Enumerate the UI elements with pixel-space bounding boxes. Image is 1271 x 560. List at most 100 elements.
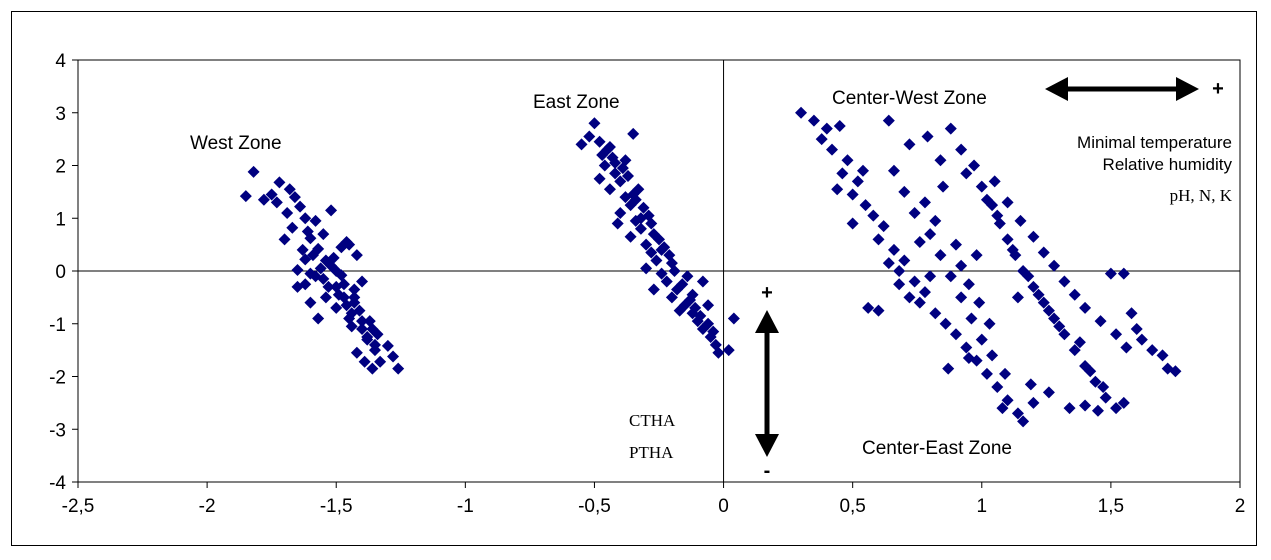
y-tick-label: 0 bbox=[55, 262, 66, 283]
data-point bbox=[640, 262, 653, 275]
data-point bbox=[836, 167, 849, 180]
data-point bbox=[696, 275, 709, 288]
data-point bbox=[1017, 415, 1030, 428]
data-point bbox=[973, 296, 986, 309]
data-point bbox=[1084, 365, 1097, 378]
data-point bbox=[273, 176, 286, 189]
data-point bbox=[283, 183, 296, 196]
data-point bbox=[722, 344, 735, 357]
data-point bbox=[859, 199, 872, 212]
data-point bbox=[1042, 304, 1055, 317]
east-zone-label: East Zone bbox=[533, 92, 620, 113]
data-point bbox=[301, 225, 314, 238]
data-point bbox=[1130, 323, 1143, 336]
data-point bbox=[340, 235, 353, 248]
data-point bbox=[291, 263, 304, 276]
data-point bbox=[634, 212, 647, 225]
data-point bbox=[983, 317, 996, 330]
data-point bbox=[350, 249, 363, 262]
y-tick-label: -1 bbox=[49, 315, 66, 336]
x-tick-label: 1 bbox=[976, 496, 987, 517]
data-point bbox=[815, 133, 828, 146]
data-point bbox=[296, 243, 309, 256]
data-point bbox=[381, 339, 394, 352]
x-tick-label: -1,5 bbox=[320, 496, 353, 517]
data-point bbox=[1117, 396, 1130, 409]
x-tick-label: 0 bbox=[718, 496, 729, 517]
data-point bbox=[1120, 341, 1133, 354]
data-point bbox=[299, 212, 312, 225]
data-point bbox=[908, 206, 921, 219]
data-point bbox=[833, 119, 846, 132]
data-point bbox=[1058, 275, 1071, 288]
data-point bbox=[673, 304, 686, 317]
data-point bbox=[934, 249, 947, 262]
data-point bbox=[345, 320, 358, 333]
data-point bbox=[727, 312, 740, 325]
data-point bbox=[655, 267, 668, 280]
data-point bbox=[616, 162, 629, 175]
data-point bbox=[683, 294, 696, 307]
data-point bbox=[257, 193, 270, 206]
data-point bbox=[309, 270, 322, 283]
x-tick-label: -2 bbox=[199, 496, 216, 517]
data-point bbox=[593, 172, 606, 185]
data-point bbox=[583, 130, 596, 143]
data-point bbox=[1117, 267, 1130, 280]
data-point bbox=[294, 200, 307, 213]
data-point bbox=[1094, 315, 1107, 328]
data-point bbox=[1125, 307, 1138, 320]
axes: -2,5 -2 -1,5 -1 -0,5 0 0,5 1 1,5 2 4 3 2 1 0 -1 -2 -3 -4 bbox=[49, 51, 1245, 517]
data-point bbox=[1001, 196, 1014, 209]
data-point bbox=[1048, 259, 1061, 272]
data-point bbox=[872, 304, 885, 317]
data-point bbox=[596, 148, 609, 161]
data-point bbox=[898, 254, 911, 267]
data-point bbox=[356, 323, 369, 336]
data-point bbox=[1032, 288, 1045, 301]
data-point bbox=[831, 183, 844, 196]
data-point bbox=[603, 141, 616, 154]
data-point bbox=[942, 362, 955, 375]
data-point bbox=[980, 193, 993, 206]
data-point bbox=[968, 159, 981, 172]
data-point bbox=[622, 170, 635, 183]
data-point bbox=[319, 291, 332, 304]
data-point bbox=[337, 278, 350, 291]
data-point bbox=[999, 367, 1012, 380]
y-tick-label: -2 bbox=[49, 368, 66, 389]
data-point bbox=[340, 299, 353, 312]
data-point bbox=[962, 352, 975, 365]
data-point bbox=[614, 206, 627, 219]
data-point bbox=[975, 333, 988, 346]
data-point bbox=[332, 288, 345, 301]
data-point bbox=[288, 191, 301, 204]
minimal-temperature-label: Minimal temperature bbox=[1077, 133, 1232, 152]
data-point bbox=[270, 196, 283, 209]
data-point bbox=[348, 283, 361, 296]
data-point bbox=[668, 265, 681, 277]
data-point bbox=[913, 235, 926, 248]
data-point bbox=[312, 312, 325, 325]
x-tick-label: 1,5 bbox=[1098, 496, 1124, 517]
data-point bbox=[893, 265, 906, 277]
data-point bbox=[887, 164, 900, 177]
data-point bbox=[319, 254, 332, 267]
data-point bbox=[358, 355, 371, 368]
data-point bbox=[603, 183, 616, 196]
data-point bbox=[611, 217, 624, 230]
ptha-label: PTHA bbox=[629, 443, 674, 462]
plus-sign-y: + bbox=[761, 282, 773, 304]
data-point bbox=[937, 180, 950, 193]
data-point bbox=[908, 275, 921, 288]
data-point bbox=[356, 315, 369, 328]
data-point bbox=[962, 278, 975, 291]
ctha-label: CTHA bbox=[629, 411, 676, 430]
data-point bbox=[960, 341, 973, 354]
data-point bbox=[846, 217, 859, 230]
y-tick-label: -4 bbox=[49, 473, 66, 494]
data-point bbox=[650, 254, 663, 267]
data-point bbox=[955, 259, 968, 272]
data-point bbox=[924, 270, 937, 283]
plus-sign-x: + bbox=[1212, 78, 1224, 100]
